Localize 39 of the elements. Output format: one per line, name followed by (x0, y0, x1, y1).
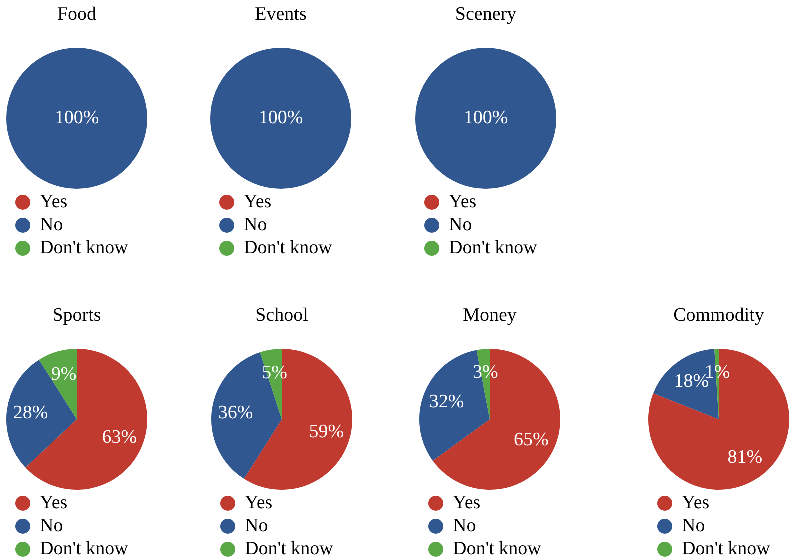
chart-title: Events (255, 4, 307, 25)
data-label: 100% (54, 107, 100, 128)
legend-label: No (453, 515, 476, 536)
legend-label: Don't know (449, 237, 538, 258)
chart-title: Commodity (674, 304, 765, 326)
legend-label: Yes (244, 191, 272, 212)
legend-label: Yes (40, 492, 68, 514)
data-label: 32% (429, 391, 464, 412)
legend-label: Yes (453, 492, 481, 514)
legend-label: Don't know (40, 237, 129, 258)
data-label: 100% (464, 107, 508, 128)
data-label: 9% (51, 364, 77, 385)
chart-title: Sports (52, 304, 102, 326)
legend-label: No (244, 214, 268, 236)
legend-label: Yes (40, 191, 68, 212)
data-label: 100% (258, 107, 304, 128)
chart-title: School (256, 304, 308, 326)
legend-label: Don't know (245, 538, 334, 559)
chart-title: Scenery (455, 4, 518, 25)
legend-label: Don't know (453, 538, 542, 559)
legend-label: No (449, 214, 472, 236)
chart-title: Food (57, 4, 98, 25)
legend-label: Don't know (682, 538, 771, 559)
chart-title: Money (463, 304, 518, 326)
legend-label: Yes (449, 191, 477, 212)
legend-label: No (40, 515, 64, 536)
legend-label: No (245, 515, 268, 536)
legend-label: No (682, 515, 706, 536)
legend-label: No (40, 214, 64, 236)
data-label: 63% (102, 426, 138, 448)
legend-label: Yes (245, 492, 273, 514)
data-label: 28% (13, 402, 48, 424)
data-label: 36% (218, 402, 254, 424)
legend-label: Don't know (244, 237, 333, 258)
data-label: 59% (309, 421, 344, 442)
data-label: 65% (514, 430, 550, 451)
legend-label: Yes (682, 492, 710, 514)
data-label: 81% (728, 446, 763, 468)
legend-label: Don't know (40, 538, 129, 559)
